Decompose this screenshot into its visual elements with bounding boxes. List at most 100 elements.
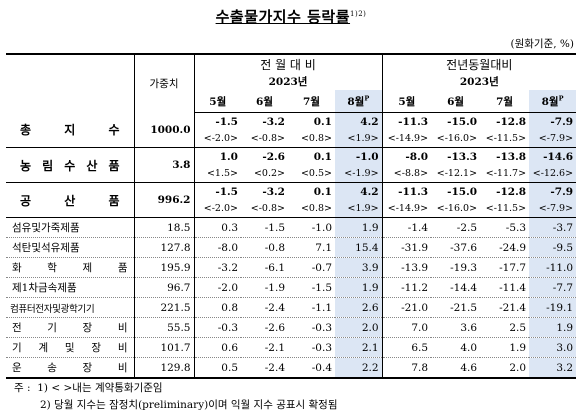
mom-value: -3.2 (262, 115, 285, 128)
mom-value: -0.3 (288, 337, 335, 358)
mom-value: -1.5 (194, 182, 241, 200)
mom-value: 0.3 (194, 217, 241, 238)
unit-label: (원화기준, %) (510, 38, 575, 50)
sub-row: 섬유및가죽제품 18.5 0.3 -1.5 -1.0 1.9 -1.4 -2.5 -5.3 -3.… (6, 217, 577, 238)
mom-value: -1.5 (241, 217, 288, 238)
yoy-value: -11.0 (529, 257, 577, 278)
row-label: 총 지 수 (6, 112, 135, 148)
header-weight: 가중치 (134, 53, 195, 113)
yoy-value: 3.0 (529, 337, 577, 358)
yoy-contract-value: <-7.9> (529, 200, 577, 218)
mom-contract-value: <1.9> (335, 200, 383, 218)
mom-value: 15.4 (335, 237, 383, 258)
yoy-value: -15.0 (431, 182, 481, 200)
yoy-contract-value: <-14.9> (387, 133, 429, 144)
mom-value: -1.5 (215, 115, 238, 128)
yoy-value: 3.2 (529, 357, 577, 379)
yoy-value: -15.0 (447, 115, 478, 128)
mom-value: 0.5 (194, 357, 241, 379)
mom-contract-value: <0.5> (300, 168, 332, 179)
yoy-value: -21.0 (382, 297, 432, 318)
mom-value: 3.9 (335, 257, 383, 278)
sub-row-label: 운 송 장 비 (6, 357, 135, 379)
mom-value: -0.4 (288, 357, 335, 379)
yoy-value: -8.0 (382, 147, 432, 165)
yoy-value: -11.4 (480, 277, 530, 298)
yoy-value: -7.9 (529, 182, 577, 200)
mom-value: 0.1 (288, 182, 335, 200)
mom-value: -1.0 (335, 147, 383, 165)
sub-row: 컴퓨터전자및광학기기 221.5 0.8 -2.4 -1.1 2.6 -21.0 -21.5-… (6, 297, 577, 318)
sub-row-weight: 221.5 (134, 297, 195, 318)
main-row-contract: <1.5> <0.2> <0.5> <-1.9> <-8.8> <-12.1> <-11.7… (6, 165, 577, 183)
yoy-value: -21.5 (431, 297, 481, 318)
mom-value: -1.0 (288, 217, 335, 238)
sub-row-weight: 18.5 (134, 217, 195, 238)
main-row: 농 림 수 산 품 3.8 1.0 -2.6 0.1 -1.0 -8.0 -13.3 -13.8… (6, 147, 577, 183)
yoy-value: 7.0 (382, 317, 432, 338)
month-header-mom-2: 6월 (241, 90, 288, 113)
yoy-value: -13.3 (431, 147, 481, 165)
sub-row-weight: 129.8 (134, 357, 195, 379)
prelim-mark: P (364, 94, 370, 102)
yoy-value: 4.6 (431, 357, 481, 379)
sub-row-label: 기 계 및 장 비 (6, 337, 135, 358)
header-mom: 전 월 대 비 (194, 53, 383, 73)
sub-row: 전 기 장 비 55.5 -0.3 -2.6 -0.3 2.0 7.0 3.6 2.5 1.9 (6, 317, 577, 338)
yoy-contract-value: <-8.8> (393, 168, 429, 179)
yoy-value: -14.4 (431, 277, 481, 298)
mom-value: -0.7 (288, 257, 335, 278)
sub-row-label: 석탄및석유제품 (6, 237, 135, 258)
mom-contract-value: <0.2> (253, 168, 285, 179)
mom-value: 2.2 (335, 357, 383, 379)
footnote-2: 2) 당월 지수는 잠정치(preliminary)이며 익월 지수 공표시 확… (40, 399, 338, 411)
yoy-value: -11.2 (382, 277, 432, 298)
export-price-table: 가중치 전 월 대 비 전년동월대비 2023년 2023년 5월 6월 7월 8월P… (6, 53, 577, 379)
mom-value: -6.1 (241, 257, 288, 278)
sub-row-label: 섬유및가죽제품 (6, 217, 135, 238)
yoy-value: -24.9 (480, 237, 530, 258)
sub-row-weight: 101.7 (134, 337, 195, 358)
yoy-contract-value: <-11.5> (485, 203, 527, 214)
sub-row-label: 제1차금속제품 (6, 277, 135, 298)
mom-value: 7.1 (288, 237, 335, 258)
yoy-value: -1.4 (382, 217, 432, 238)
sub-row-weight: 195.9 (134, 257, 195, 278)
yoy-value: -7.7 (529, 277, 577, 298)
mom-contract-value: <-2.0> (203, 203, 238, 214)
row-weight: 996.2 (134, 182, 195, 218)
yoy-value: -3.7 (529, 217, 577, 238)
sub-row: 운 송 장 비 129.8 0.5 -2.4 -0.4 2.2 7.8 4.6 2.0 3.2 (6, 357, 577, 379)
mom-value: -2.4 (241, 357, 288, 379)
mom-contract-value: <-0.8> (250, 203, 285, 214)
title-note-mark: 1)2) (350, 10, 367, 18)
mom-contract-value: <-0.8> (250, 133, 285, 144)
mom-contract-value: <-2.0> (203, 133, 238, 144)
yoy-contract-value: <-11.5> (485, 133, 527, 144)
yoy-value: 3.6 (431, 317, 481, 338)
mom-value: -1.1 (288, 297, 335, 318)
sub-row: 석탄및석유제품 127.8 -8.0 -0.8 7.1 15.4 -31.9 -37.6 -24… (6, 237, 577, 258)
yoy-value: -12.8 (496, 115, 527, 128)
yoy-contract-value: <-11.7> (485, 168, 527, 179)
row-label: 농 림 수 산 품 (6, 147, 135, 183)
row-weight: 1000.0 (134, 112, 195, 148)
mom-value: 0.1 (313, 115, 332, 128)
sub-row: 화 학 제 품 195.9 -3.2 -6.1 -0.7 3.9 -13.9 -19.3 -17… (6, 257, 577, 278)
main-row-contract: <-2.0> <-0.8> <0.8> <1.9> <-14.9> <-16.0> <-11… (6, 130, 577, 148)
mom-contract-value: <1.5> (206, 168, 238, 179)
mom-value: -0.8 (241, 237, 288, 258)
mom-value: 1.9 (335, 277, 383, 298)
yoy-value: -12.8 (480, 182, 530, 200)
yoy-contract-value: <-12.6> (529, 165, 577, 183)
yoy-value: -11.3 (398, 115, 429, 128)
mom-value: -2.6 (241, 317, 288, 338)
page-title: 수출물가지수 등락률1)2) (215, 8, 367, 26)
mom-value: -0.3 (194, 317, 241, 338)
yoy-value: -11.3 (382, 182, 432, 200)
main-row: 공 산 품 996.2 -1.5 -3.2 0.1 4.2 -11.3 -15.0 -12.8-… (6, 182, 577, 218)
sub-row: 기 계 및 장 비 101.7 0.6 -2.1 -0.3 2.1 6.5 4.0 1.9 3.0 (6, 337, 577, 358)
header-year-mom: 2023년 (194, 73, 383, 90)
month-header-yoy-2: 6월 (431, 90, 481, 113)
yoy-value: -13.9 (382, 257, 432, 278)
